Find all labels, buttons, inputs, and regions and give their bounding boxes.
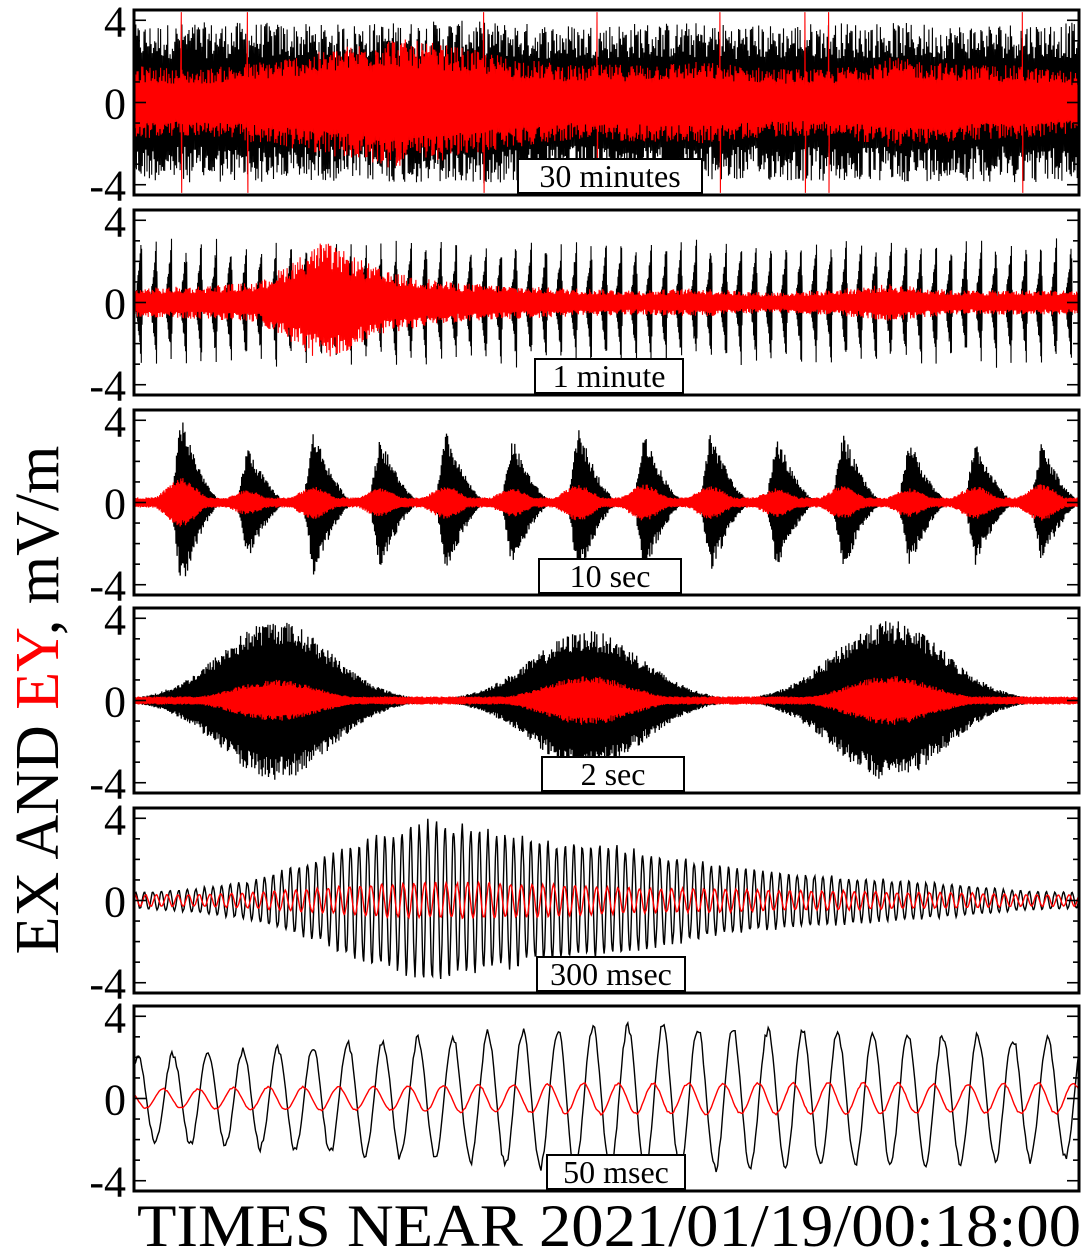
series-ex-line xyxy=(134,818,1079,980)
time-scale-box xyxy=(534,358,684,394)
y-tick-label: 4 xyxy=(104,795,126,844)
time-scale-label: 30 minutes xyxy=(539,158,680,194)
series-ey-line xyxy=(134,12,1079,193)
panel-5: 4 0 -4 300 msec xyxy=(89,795,1081,1009)
y-tick-label: 4 xyxy=(104,0,126,46)
plot-area xyxy=(134,12,1079,193)
series-ey-line xyxy=(134,880,1079,920)
panels: 4 0 -4 30 minutes 4 0 -4 1 minute 4 0 -4 10 sec 4 0 -4… xyxy=(89,0,1081,1207)
y-tick-label: 0 xyxy=(104,80,126,129)
series-ex-line xyxy=(134,1020,1079,1174)
plot-area xyxy=(134,1020,1079,1174)
time-scale-label: 300 msec xyxy=(550,956,672,992)
y-tick-label: 4 xyxy=(104,993,126,1042)
panel-2: 4 0 -4 1 minute xyxy=(89,197,1081,411)
time-scale-box xyxy=(546,1154,686,1190)
y-axis-title-part-ey: EY xyxy=(4,628,72,710)
y-tick-label: -4 xyxy=(89,1158,126,1207)
y-tick-label: 0 xyxy=(104,480,126,529)
plot-area xyxy=(134,818,1079,980)
series-ey-line xyxy=(134,676,1079,725)
time-scale-label: 50 msec xyxy=(563,1154,669,1190)
y-axis-title: EX AND EY, mV/m xyxy=(4,446,72,955)
plot-area xyxy=(134,422,1079,577)
y-tick-label: -4 xyxy=(89,760,126,809)
y-tick-label: 4 xyxy=(104,197,126,246)
y-tick-label: 4 xyxy=(104,397,126,446)
y-tick-label: 4 xyxy=(104,595,126,644)
y-tick-label: 0 xyxy=(104,280,126,329)
time-scale-label: 1 minute xyxy=(553,358,666,394)
panel-4: 4 0 -4 2 sec xyxy=(89,595,1081,809)
panel-3: 4 0 -4 10 sec xyxy=(89,397,1081,611)
y-tick-label: -4 xyxy=(89,562,126,611)
time-scale-box xyxy=(541,756,685,792)
x-axis-title: TIMES NEAR 2021/01/19/00:18:00 xyxy=(137,1193,1081,1255)
y-axis-title-part-3: , mV/m xyxy=(4,446,72,635)
time-scale-label: 10 sec xyxy=(570,558,651,594)
time-scale-box xyxy=(538,558,682,594)
y-tick-label: 0 xyxy=(104,1076,126,1125)
series-ey-line xyxy=(134,1081,1079,1117)
y-tick-label: 0 xyxy=(104,878,126,927)
plot-area xyxy=(134,621,1079,780)
time-scale-box xyxy=(536,956,686,992)
time-scale-box xyxy=(517,158,703,194)
y-tick-label: -4 xyxy=(89,960,126,1009)
y-tick-label: -4 xyxy=(89,362,126,411)
y-tick-label: 0 xyxy=(104,678,126,727)
series-ey-line xyxy=(134,478,1079,527)
y-tick-label: -4 xyxy=(89,162,126,211)
time-scale-label: 2 sec xyxy=(581,756,646,792)
series-ey-line xyxy=(134,243,1079,357)
y-axis-title-part-1: EX AND xyxy=(4,710,72,955)
panel-1: 4 0 -4 30 minutes xyxy=(89,0,1081,211)
plot-area xyxy=(134,238,1079,368)
panel-6: 4 0 -4 50 msec xyxy=(89,993,1081,1207)
